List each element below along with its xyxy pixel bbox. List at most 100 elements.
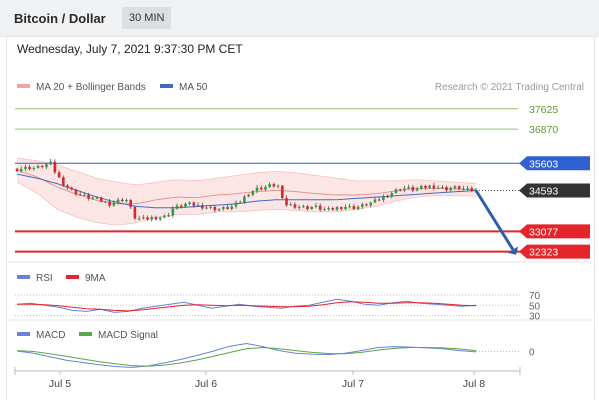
candle-body [200,205,204,209]
candle-body [125,199,128,202]
candle-body [394,189,398,194]
candle-body [352,206,356,210]
candle-body [297,206,301,208]
macd-panel: 0 [16,342,535,368]
candle-body [373,199,377,203]
rsi-legend-swatch [17,275,30,279]
macd-legend-swatch [17,332,30,336]
candle-body [356,206,360,210]
candle-body [243,196,246,203]
price-level-label: 32323 [529,247,558,259]
x-tick-label: Jul 7 [342,378,364,390]
candle-body [95,197,99,199]
candle-body [306,206,309,210]
forecast-arrow-head [507,246,519,255]
candle-body [331,208,335,210]
price-level-label: 34593 [529,185,558,197]
candle-body [251,191,255,195]
candle-body [348,206,351,208]
candle-body [184,203,187,207]
candle-body [32,167,36,170]
rsi-tick-label: 70 [529,291,541,302]
ma50-line [16,173,477,209]
candle-body [369,202,373,206]
macd-signal-legend-label: MACD Signal [98,330,158,341]
candle-body [24,166,27,169]
candle-body [163,215,166,218]
candle-body [196,205,200,207]
candle-body [40,166,44,168]
candle-body [432,185,436,189]
candle-body [66,185,69,188]
candle-body [462,188,465,190]
price-level-tag [519,224,590,239]
macd-signal-line [16,346,477,367]
candle-body [247,194,250,197]
candle-body [419,185,423,189]
candle-body [318,205,322,210]
candle-body [344,206,347,209]
candle-body [45,164,48,168]
bollinger-upper-line [16,157,477,186]
candle-body [230,206,234,209]
candle-body [158,217,162,220]
candle-body [415,188,419,191]
candle-body [217,209,221,211]
price-level-tag [519,183,590,198]
candle-body [272,184,276,187]
candle-body [264,187,267,190]
candle-body [70,187,74,190]
candle-body [390,193,394,197]
candle-body [234,202,238,207]
candle-body [441,187,444,189]
bollinger-band-fill [17,158,476,225]
candle-body [205,207,208,209]
candle-body [280,185,284,199]
timeframe-badge[interactable]: 30 MIN [122,7,172,29]
candle-body [188,202,191,204]
candle-body [167,215,170,217]
candle-body [377,199,381,201]
price-level-label: 37625 [529,104,558,116]
candle-body [285,198,288,206]
price-level-label: 35603 [529,158,558,170]
candle-body [49,161,52,165]
rsi-legend-label: RSI [36,273,53,284]
macd-tick-label: 0 [529,347,535,358]
price-level-label: 33077 [529,226,558,238]
instrument-title: Bitcoin / Dollar [14,11,106,26]
candle-body [255,187,259,192]
macd-legend-label: MACD [36,330,65,341]
candle-body [226,207,229,209]
candle-body [314,205,318,207]
candle-body [268,184,271,188]
price-level-label: 36870 [529,124,558,136]
candle-body [137,218,141,220]
candle-body [74,189,78,195]
candle-body [259,187,263,190]
research-credit: Research © 2021 Trading Central [435,82,584,93]
candle-body [108,201,111,206]
candle-body [222,207,225,210]
x-tick-label: Jul 8 [463,378,485,390]
candle-body [445,187,448,191]
ma20-line [16,169,477,205]
candle-body [335,207,339,210]
candle-body [424,185,427,188]
candle-body [53,161,57,173]
candle-body [57,172,61,178]
rsi-tick-label: 50 [529,301,541,312]
x-axis-ticks: Jul 5 Jul 6 Jul 7 Jul 8 [14,367,521,390]
candle-body [327,208,330,210]
candle-body [382,196,385,201]
candle-body [19,168,23,172]
candle-body [466,188,469,190]
candle-body [129,199,132,207]
candle-body [179,205,183,207]
bollinger-legend-label: MA 20 + Bollinger Bands [36,82,146,93]
candle-body [146,217,149,220]
candle-body [28,166,31,170]
candle-body [171,208,175,216]
macd-line [16,342,477,368]
